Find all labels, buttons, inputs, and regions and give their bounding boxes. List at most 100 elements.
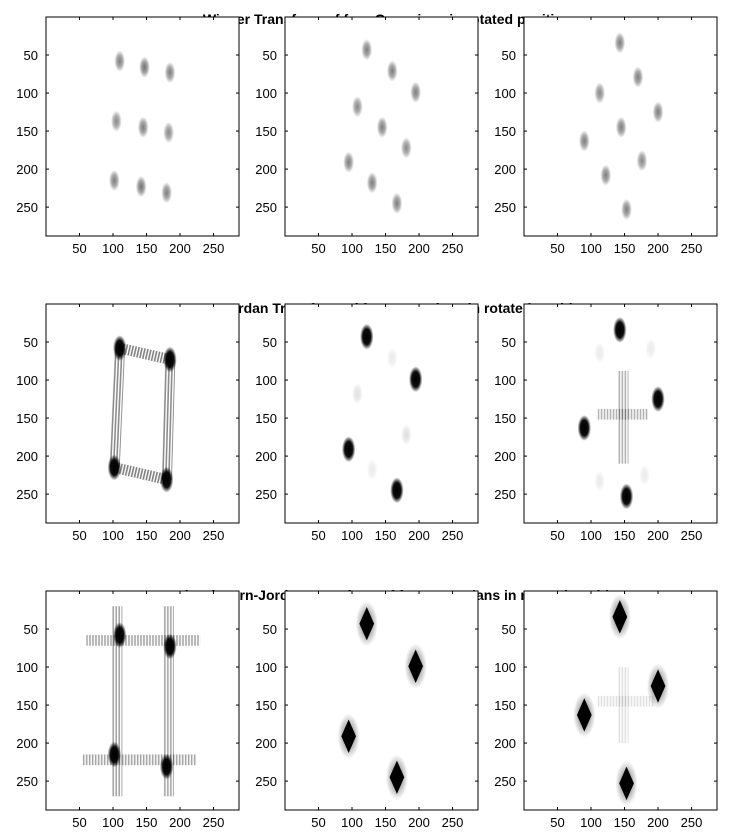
x-tick-label: 200: [647, 241, 669, 256]
y-tick-label: 100: [255, 86, 277, 101]
x-tick-label: 250: [442, 241, 464, 256]
gaussian-peak: [341, 719, 357, 753]
y-tick-label: 100: [16, 660, 38, 675]
gaussian-peak: [389, 760, 405, 795]
gaussian-peak: [163, 121, 174, 144]
x-tick-label: 100: [102, 528, 124, 543]
gaussian-peak: [636, 150, 648, 172]
gaussian-peak: [107, 741, 122, 768]
y-tick-label: 250: [494, 487, 516, 502]
y-tick-label: 150: [494, 698, 516, 713]
gaussian-peak: [652, 101, 664, 123]
y-tick-label: 250: [494, 200, 516, 215]
y-tick-label: 250: [16, 200, 38, 215]
y-tick-label: 150: [16, 124, 38, 139]
y-tick-label: 100: [16, 86, 38, 101]
x-tick-label: 50: [311, 815, 325, 830]
y-tick-label: 150: [494, 411, 516, 426]
gaussian-peak: [408, 366, 423, 393]
x-tick-label: 250: [442, 528, 464, 543]
y-tick-label: 200: [16, 736, 38, 751]
gaussian-peak: [578, 130, 590, 152]
axes-frame: [45, 590, 240, 811]
y-tick-label: 250: [255, 200, 277, 215]
gaussian-peak: [600, 164, 612, 186]
y-tick-label: 200: [16, 162, 38, 177]
y-tick-label: 250: [255, 487, 277, 502]
gaussian-peak: [163, 346, 177, 373]
gaussian-peak: [386, 60, 398, 82]
x-tick-label: 150: [614, 241, 636, 256]
gaussian-peak: [386, 347, 398, 369]
x-tick-label: 150: [375, 241, 397, 256]
x-tick-label: 150: [375, 528, 397, 543]
axes-frame: [284, 590, 479, 811]
x-tick-label: 250: [681, 528, 703, 543]
y-tick-label: 150: [494, 124, 516, 139]
gaussian-peak: [650, 669, 666, 703]
x-tick-label: 250: [681, 815, 703, 830]
gaussian-peak: [343, 151, 355, 173]
panel-2-3: 50 100 150 200 250 50 100 150 200 250: [494, 303, 718, 543]
y-tick-label: 150: [16, 411, 38, 426]
x-tick-label: 150: [614, 815, 636, 830]
x-tick-label: 150: [136, 241, 158, 256]
y-tick-label: 100: [494, 660, 516, 675]
gaussian-peak: [614, 32, 626, 54]
gaussian-peak: [615, 116, 627, 138]
gaussian-peak: [619, 766, 634, 801]
x-tick-label: 50: [72, 241, 86, 256]
y-tick-label: 200: [494, 162, 516, 177]
y-tick-label: 250: [16, 487, 38, 502]
y-tick-label: 200: [494, 736, 516, 751]
y-tick-label: 200: [16, 449, 38, 464]
panel-3-1: 50 100 150 200 250 50 100 150 200 250: [16, 590, 240, 830]
gaussian-peak: [619, 483, 634, 510]
gaussian-peak: [366, 172, 378, 194]
row-1: Wigner Transform of four Gaussians in ro…: [16, 11, 718, 256]
y-tick-label: 50: [24, 48, 38, 63]
gaussian-peak: [366, 459, 378, 481]
gaussian-peak: [613, 316, 627, 343]
y-tick-label: 50: [502, 335, 516, 350]
panel-1-2: 50 100 150 200 250 50 100 150 200 250: [255, 16, 479, 256]
x-tick-label: 50: [72, 528, 86, 543]
gaussian-peak: [594, 470, 606, 492]
row-2: Born-Jordan Transform of four Gaussians …: [16, 300, 718, 543]
gaussian-peak: [651, 386, 665, 412]
y-tick-label: 150: [255, 124, 277, 139]
y-tick-label: 250: [494, 774, 516, 789]
x-tick-label: 100: [580, 241, 602, 256]
x-tick-label: 50: [311, 241, 325, 256]
x-tick-label: 150: [375, 815, 397, 830]
gaussian-peak: [139, 56, 150, 78]
y-tick-label: 50: [263, 622, 277, 637]
y-tick-label: 50: [502, 48, 516, 63]
y-tick-label: 250: [255, 774, 277, 789]
axes-frame: [45, 303, 240, 524]
y-tick-label: 200: [255, 449, 277, 464]
x-tick-label: 100: [341, 241, 363, 256]
gaussian-peak: [400, 424, 412, 446]
interference-bar: [118, 342, 172, 365]
gaussian-peak: [632, 66, 644, 88]
x-tick-label: 250: [203, 815, 225, 830]
gaussian-peak: [137, 116, 149, 138]
x-tick-label: 200: [408, 241, 430, 256]
gaussian-peak: [360, 323, 374, 350]
gaussian-peak: [113, 335, 127, 362]
gaussian-peak: [410, 81, 422, 103]
x-tick-label: 250: [203, 528, 225, 543]
gaussian-peak: [135, 175, 147, 198]
gaussian-peak: [114, 50, 126, 72]
gaussian-peak: [352, 383, 363, 405]
interference-bar: [86, 635, 201, 646]
gaussian-peak: [161, 182, 172, 204]
interference-bar: [113, 462, 168, 485]
y-tick-label: 200: [494, 449, 516, 464]
gaussian-peak: [577, 415, 592, 441]
gaussian-peak: [376, 116, 388, 138]
y-tick-label: 200: [255, 162, 277, 177]
gaussian-peak: [107, 454, 122, 481]
